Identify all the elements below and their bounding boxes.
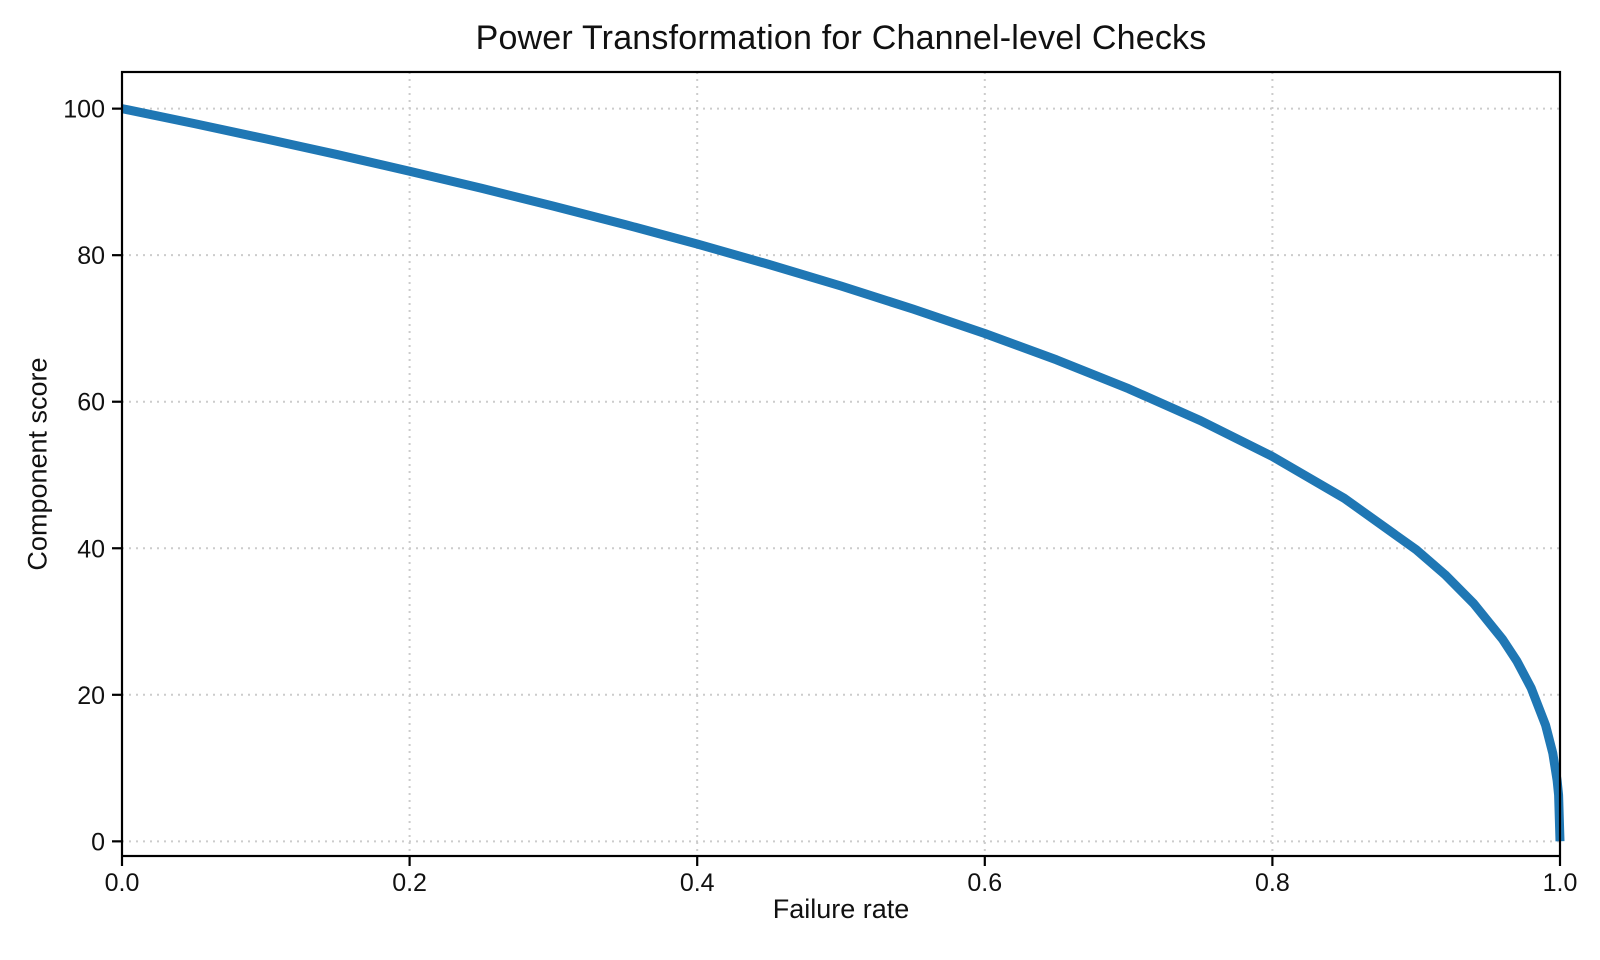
axis-ticks <box>112 107 1562 866</box>
gridlines <box>121 72 1561 856</box>
x-tick-label: 1.0 <box>1543 869 1578 897</box>
y-tick-label: 80 <box>77 242 105 270</box>
y-tick-label: 60 <box>77 389 105 417</box>
x-axis-label: Failure rate <box>772 894 910 924</box>
y-tick-label: 20 <box>77 682 105 710</box>
power-curve <box>121 104 1565 842</box>
y-tick-label: 0 <box>91 828 105 856</box>
tick-labels: 0.0 0.2 0.4 0.6 0.8 1.0 0 20 40 60 80 100 <box>63 96 1577 897</box>
y-tick-label: 40 <box>77 535 105 563</box>
x-tick-label: 0.0 <box>105 869 140 897</box>
x-tick-label: 0.4 <box>680 869 715 897</box>
y-axis-label: Component score <box>22 357 53 571</box>
y-tick-label: 100 <box>63 96 105 124</box>
chart-title: Power Transformation for Channel-level C… <box>475 19 1207 57</box>
x-tick-label: 0.8 <box>1255 869 1290 897</box>
plot-border <box>120 70 1562 858</box>
x-tick-label: 0.2 <box>392 869 427 897</box>
x-tick-label: 0.6 <box>967 869 1002 897</box>
